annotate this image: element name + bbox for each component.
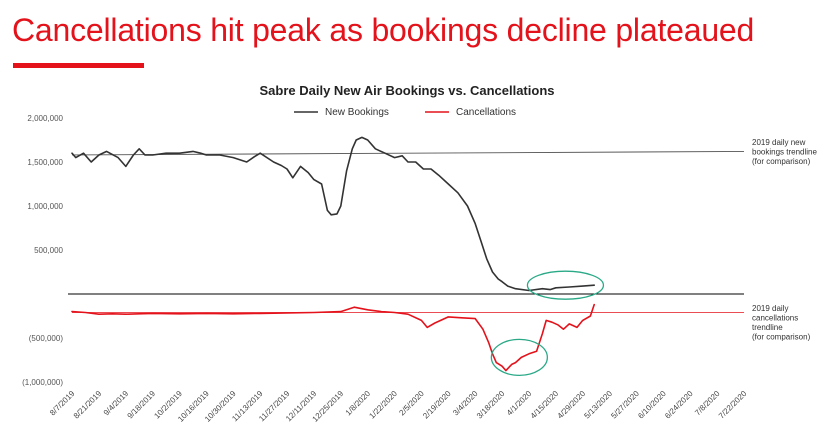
trendline-note-line: cancellations [752,314,798,323]
series-line-cancellations [71,303,596,372]
y-tick-label: 2,000,000 [27,114,63,123]
trendline-note-line: (for comparison) [752,333,811,342]
title-accent-rule [13,63,144,68]
y-tick-label: (1,000,000) [22,378,63,387]
slide-title: Cancellations hit peak as bookings decli… [12,12,755,48]
highlight-ellipse [490,338,549,377]
trendline-note-line: 2019 daily new [752,138,806,147]
chart-legend: New Bookings Cancellations [294,107,516,118]
x-tick-label: 6/24/2020 [663,389,695,421]
trendline-note-line: trendline [752,323,783,332]
x-tick-label: 1/22/2020 [367,389,399,421]
x-tick-label: 8/21/2019 [72,389,104,421]
trendlines [71,150,745,313]
y-tick-label: (500,000) [29,334,64,343]
highlight-ellipses [490,270,605,377]
x-tick-label: 2/19/2020 [421,389,453,421]
series-line-new-bookings [71,136,596,292]
x-tick-label: 3/18/2020 [475,389,507,421]
x-tick-label: 7/22/2020 [717,389,749,421]
trendline-note-line: 2019 daily [752,304,788,313]
highlight-ellipse [526,270,605,300]
legend-label-cancellations: Cancellations [456,107,516,118]
series-lines [71,136,596,372]
trendline-note-line: bookings trendline [752,148,817,157]
y-tick-label: 500,000 [34,246,63,255]
y-axis: 2,000,000 1,500,000 1,000,000 500,000 (500,0… [22,114,63,387]
trendline-new-bookings [71,150,745,156]
y-tick-label: 1,500,000 [27,158,63,167]
x-axis: 8/7/20198/21/20199/4/20199/18/201910/2/2… [48,389,749,424]
legend-label-new-bookings: New Bookings [325,107,389,118]
trendline-note-line: (for comparison) [752,157,811,166]
chart-title: Sabre Daily New Air Bookings vs. Cancell… [259,83,554,98]
y-tick-label: 1,000,000 [27,202,63,211]
